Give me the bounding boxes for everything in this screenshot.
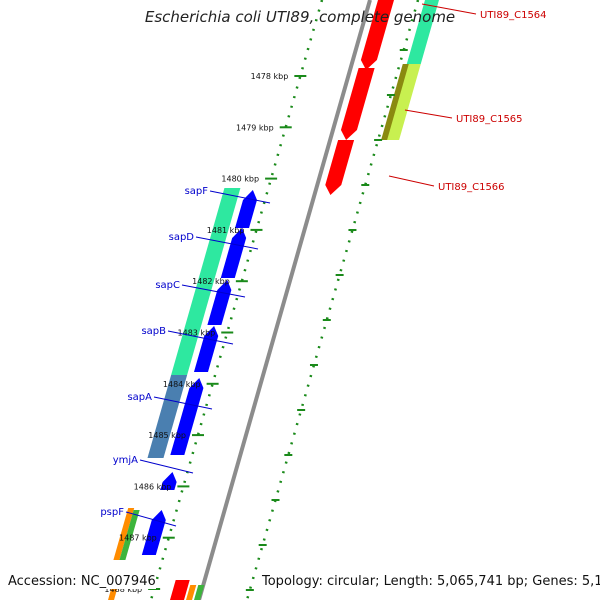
tick-label: 1488 kbp [104,585,142,594]
tick-label: 1487 kbp [119,534,157,543]
forward-cds-arrow [193,326,219,372]
leader-line [167,330,234,345]
leader-line [153,396,213,410]
red-cds-arrow [325,140,355,195]
gene-label-sapF: sapF [185,186,209,197]
outer-tick-track [245,0,420,600]
forward-cds-arrow [160,472,177,490]
accession-text: Accession: NC_007946 [8,574,156,589]
tick-label: 1482 kbp [192,277,230,286]
red-cds-arrow-bottom [170,580,190,600]
gene-label-sapC: sapC [155,280,180,291]
forward-cds-arrow [220,228,247,278]
map-title: Escherichia coli UTI89, complete genome [144,8,456,26]
gene-label-UTI89_C1566: UTI89_C1566 [438,182,505,193]
leader-line [209,190,271,204]
forward-cds-arrow [207,280,232,325]
red-cds-arrow [340,68,375,140]
leader-line [125,511,177,527]
tick-label: 1486 kbp [134,482,172,491]
inner-tick-track [149,0,324,600]
tick-label: 1483 kbp [178,329,216,338]
gene-label-UTI89_C1564: UTI89_C1564 [480,10,547,21]
green-feature-bar [119,510,140,560]
tick-label: 1485 kbp [148,431,186,440]
red-cds-arrow [360,0,394,70]
tick-label: 1478 kbp [251,72,289,81]
genome-backbone [197,0,372,600]
forward-cds-arrow [141,510,166,555]
gene-label-sapA: sapA [127,392,152,403]
genome-summary-text: Topology: circular; Length: 5,065,741 bp… [262,574,600,589]
gene-label-pspF: pspF [100,507,124,518]
aqua-feature-bar [171,188,241,375]
olive-feature-bar [381,64,409,140]
leader-line [195,236,259,250]
leader-line [181,284,246,298]
gene-label-UTI89_C1565: UTI89_C1565 [456,114,523,125]
steel-feature-bar [147,375,188,458]
gene-label-ymjA: ymjA [113,455,138,466]
gene-label-sapD: sapD [169,232,195,243]
tick-label: 1480 kbp [221,175,259,184]
aqua-feature-bar-right [406,0,439,64]
leader-line [404,109,453,119]
tick-label: 1484 kbp [163,380,201,389]
green-feature-bar-bottom-right [194,585,205,600]
tick-label: 1481 kbp [207,226,245,235]
orange-feature-bar [113,508,135,560]
forward-cds-arrow [170,378,204,455]
leader-line [139,459,194,474]
gene-label-sapB: sapB [141,326,166,337]
orange-feature-bar-bottom-right [186,585,197,600]
tick-label: 1479 kbp [236,123,274,132]
lime-feature-bar [385,64,421,140]
leader-line [388,175,435,187]
leader-line [421,3,477,15]
forward-cds-arrow [235,190,257,228]
